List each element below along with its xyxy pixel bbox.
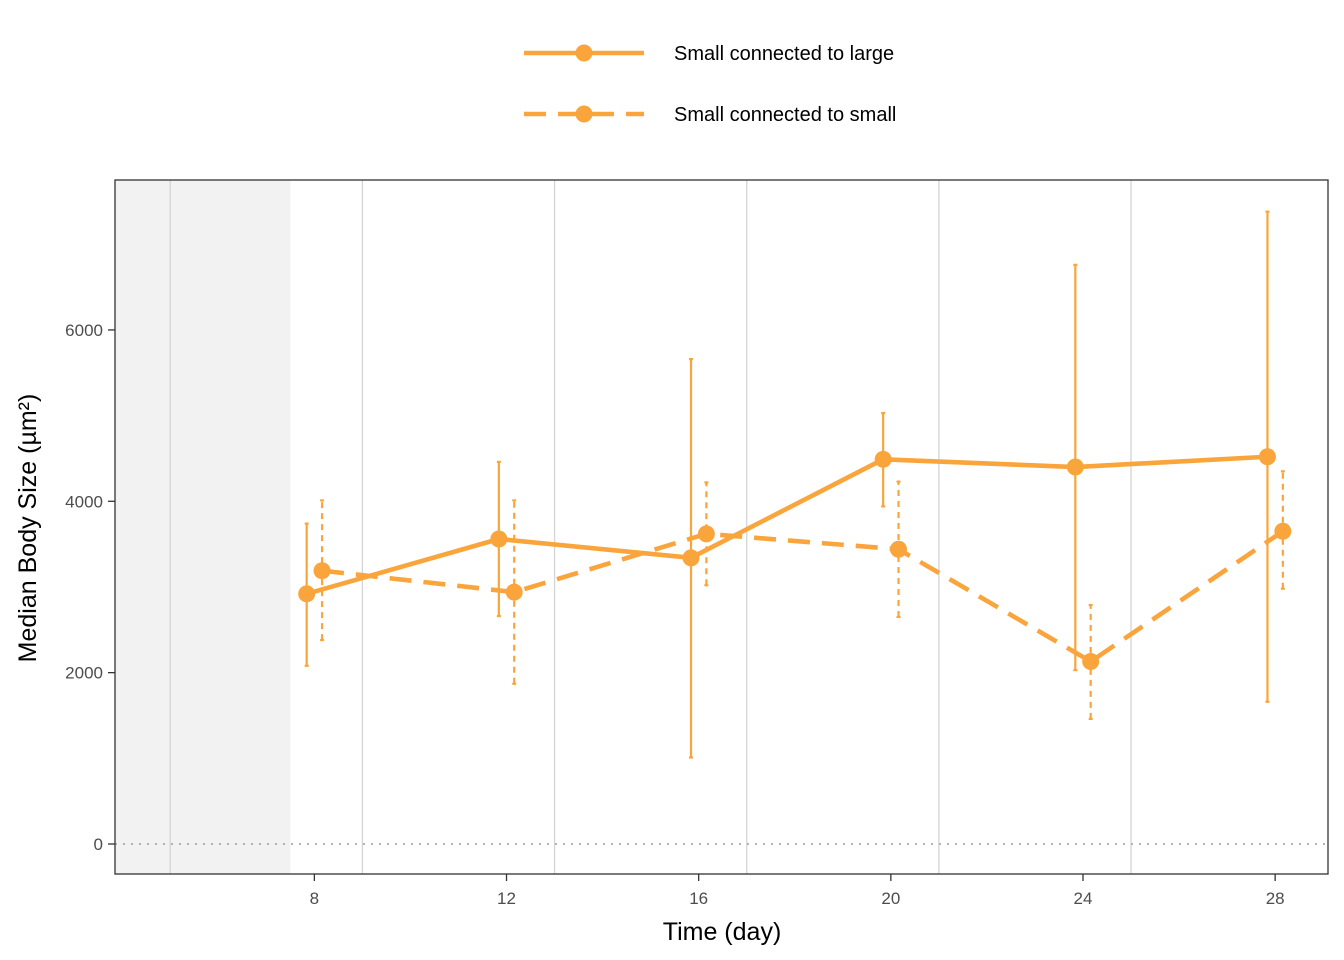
y-tick-label: 2000 (65, 664, 103, 683)
legend-label: Small connected to large (674, 43, 894, 65)
legend-item-2: Small connected to small (524, 104, 896, 126)
x-axis: 8 12 16 20 24 28 (310, 874, 1285, 908)
series-1 (298, 210, 1276, 759)
data-point (890, 540, 908, 558)
x-tick-label: 24 (1074, 889, 1093, 908)
x-tick-label: 28 (1266, 889, 1285, 908)
data-point (682, 549, 700, 567)
data-point (1082, 653, 1100, 671)
series-2 (313, 470, 1292, 721)
data-point (298, 585, 316, 603)
x-tick-label: 8 (310, 889, 319, 908)
series-line (321, 529, 1285, 664)
y-tick-label: 6000 (65, 321, 103, 340)
legend-item-1: Small connected to large (524, 43, 894, 65)
data-point (1274, 522, 1292, 540)
shaded-region (115, 180, 291, 874)
plot-background (115, 180, 1328, 874)
data-point (874, 450, 892, 468)
data-point (505, 583, 523, 601)
y-axis: 0 2000 4000 6000 (65, 321, 115, 854)
data-point (1258, 448, 1276, 466)
y-tick-label: 4000 (65, 492, 103, 511)
legend: Small connected to large Small connected … (524, 43, 896, 126)
y-tick-label: 0 (94, 835, 103, 854)
legend-marker (575, 105, 593, 123)
series-line (306, 454, 1268, 597)
vertical-gridlines (169, 180, 1132, 874)
x-tick-label: 20 (881, 889, 900, 908)
series-layer (298, 210, 1292, 759)
legend-marker (575, 44, 593, 62)
plot-frame (114, 179, 1329, 875)
x-axis-title: Time (day) (663, 918, 782, 946)
data-point (490, 530, 508, 548)
legend-label: Small connected to small (674, 104, 896, 126)
x-tick-label: 16 (689, 889, 708, 908)
y-axis-title: Median Body Size (µm²) (14, 394, 42, 663)
data-point (1066, 458, 1084, 476)
x-tick-label: 12 (497, 889, 516, 908)
data-point (697, 525, 715, 543)
data-point (313, 562, 331, 580)
